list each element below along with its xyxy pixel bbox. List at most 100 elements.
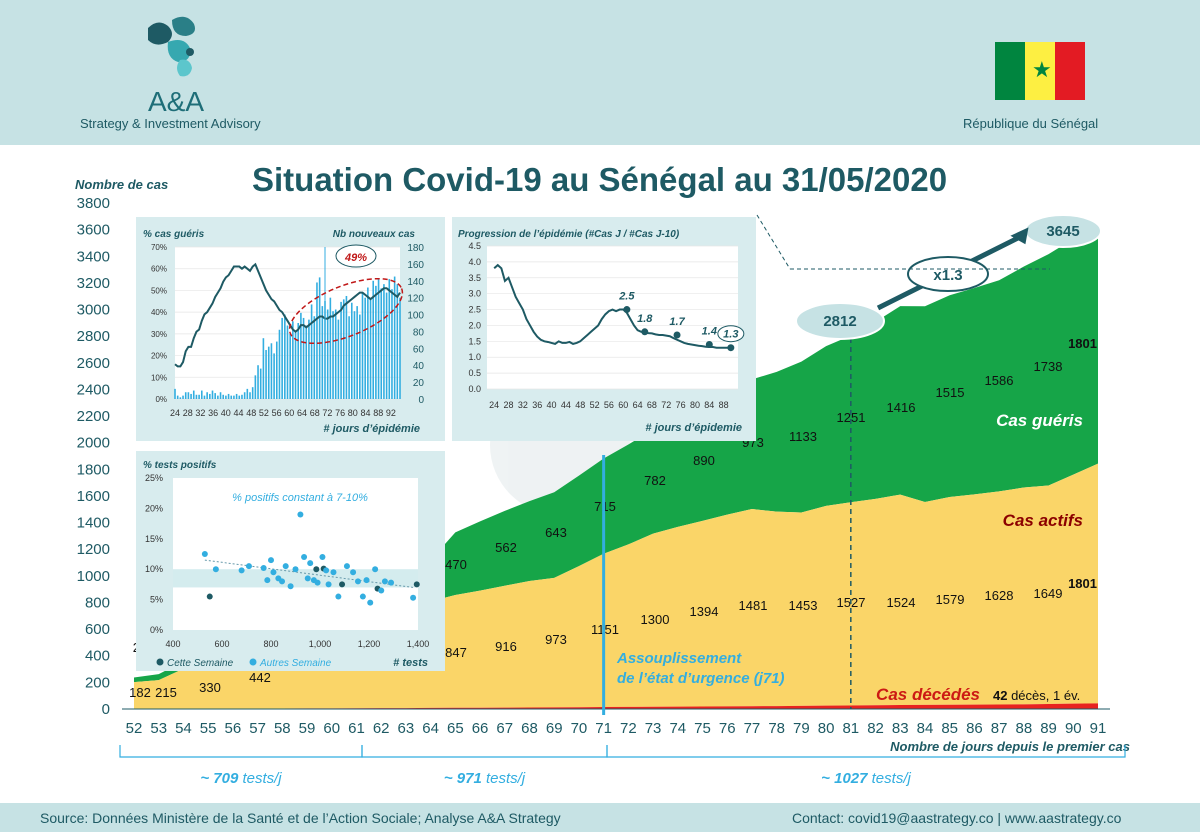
x-tick-label: 71	[595, 720, 612, 737]
data-label: 1586	[985, 373, 1014, 388]
inset1-y-right-tick: 60	[413, 344, 425, 355]
inset3-point-other-weeks	[354, 578, 361, 585]
x-axis-title: Nombre de jours depuis le premier cas	[890, 739, 1130, 754]
data-label: 1251	[837, 410, 866, 425]
inset1-bar	[243, 392, 246, 399]
inset1-bar	[192, 390, 195, 399]
inset3-legend-label-1: Cette Semaine	[167, 658, 234, 669]
inset2-x-tick: 44	[561, 400, 571, 410]
inset1-bar	[225, 395, 227, 399]
inset1-x-tick: 56	[272, 408, 282, 418]
y-tick-label: 1600	[77, 488, 110, 505]
total-day91: 3645	[1046, 223, 1079, 240]
inset2-point-label: 1.3	[723, 329, 738, 341]
inset1-bar	[321, 306, 324, 399]
x-tick-label: 74	[669, 720, 686, 737]
inset1-x-tick: 44	[233, 408, 243, 418]
data-label: 562	[495, 540, 517, 555]
inset3-title: % tests positifs	[143, 460, 217, 471]
inset2-point	[641, 328, 649, 336]
data-label: 1515	[936, 385, 965, 400]
inset1-y-left-tick: 70%	[151, 243, 167, 252]
test-rate-unit: tests/j	[482, 770, 526, 787]
inset1-bar	[222, 394, 225, 399]
inset3-point-other-weeks	[367, 599, 374, 606]
x-tick-label: 78	[768, 720, 785, 737]
x-tick-label: 81	[842, 720, 859, 737]
y-tick-label: 600	[85, 621, 110, 638]
inset1-bar	[206, 392, 208, 399]
x-tick-label: 63	[398, 720, 415, 737]
inset1-bar	[284, 314, 286, 399]
inset1-bar	[300, 312, 302, 399]
inset2-x-title: # jours d’épidemie	[645, 422, 742, 434]
inset1-bar	[308, 319, 310, 399]
inset2-x-tick: 64	[633, 400, 643, 410]
inset1-bar	[203, 395, 206, 399]
inset1-bar	[356, 306, 358, 399]
inset1-y-right-tick: 0	[418, 395, 424, 406]
y-axis-title: Nombre de cas	[75, 177, 168, 192]
republic-label: République du Sénégal	[963, 116, 1099, 131]
inset1-bar	[383, 284, 385, 399]
inset3-x-tick: 1,400	[407, 639, 430, 649]
star-icon: ★	[1032, 57, 1052, 82]
inset2-plot-area	[487, 246, 738, 389]
inset1-x-tick: 68	[310, 408, 320, 418]
inset2-x-tick: 36	[532, 400, 542, 410]
inset3-point-other-weeks	[363, 577, 370, 584]
test-rate-label: ~ 971 tests/j	[444, 770, 526, 787]
x-tick-label: 84	[917, 720, 934, 737]
inset1-bar	[353, 311, 356, 399]
x-tick-label: 53	[150, 720, 167, 737]
x-tick-label: 77	[744, 720, 761, 737]
y-tick-label: 200	[85, 674, 110, 691]
inset1-bar	[372, 280, 375, 399]
y-tick-label: 3200	[77, 275, 110, 292]
inset2-x-tick: 48	[575, 400, 585, 410]
inset1-bar	[238, 395, 241, 399]
inset1-x-tick: 24	[170, 408, 180, 418]
y-tick-label: 2600	[77, 355, 110, 372]
y-tick-label: 1400	[77, 515, 110, 532]
y-tick-label: 1800	[77, 461, 110, 478]
inset3-y-tick: 15%	[145, 534, 163, 544]
inset2-point	[705, 341, 713, 349]
inset1-annot-bubble	[335, 244, 377, 268]
y-tick-label: 3400	[77, 248, 110, 265]
inset2-y-tick: 1.0	[468, 352, 481, 362]
inset2-x-tick: 52	[590, 400, 600, 410]
inset1-y-left-tick: 30%	[151, 330, 167, 339]
data-label: 1300	[641, 612, 670, 627]
data-label: 1579	[936, 592, 965, 607]
y-tick-label: 3800	[77, 195, 110, 212]
growth-arrow-head	[1010, 227, 1029, 245]
deaths-note: 42 décès, 1 év.	[993, 688, 1080, 703]
x-tick-label: 52	[126, 720, 143, 737]
inset1-bar	[318, 277, 321, 399]
y-tick-label: 1000	[77, 568, 110, 585]
data-label: 330	[199, 680, 221, 695]
x-tick-label: 54	[175, 720, 192, 737]
deaths-note-text: décès, 1 év.	[1007, 688, 1080, 703]
data-label: 782	[644, 473, 666, 488]
inset1-x-tick: 92	[386, 408, 396, 418]
inset1-x-tick: 84	[360, 408, 370, 418]
page-title: Situation Covid-19 au Sénégal au 31/05/2…	[252, 161, 948, 198]
inset3-point-other-weeks	[323, 567, 330, 574]
data-label: 1394	[690, 604, 719, 619]
test-rate-value: ~ 709	[200, 770, 239, 787]
test-rate-value: ~ 971	[444, 770, 482, 787]
test-bracket	[606, 745, 1126, 758]
inset1-bar	[364, 297, 366, 399]
inset1-y-left-tick: 20%	[151, 352, 167, 361]
inset1-x-tick: 72	[322, 408, 332, 418]
inset3-x-tick: 600	[214, 639, 229, 649]
inset2-y-tick: 2.0	[468, 320, 481, 330]
inset1-bar	[361, 292, 364, 399]
data-label: 215	[155, 685, 177, 700]
x-tick-label: 70	[571, 720, 588, 737]
inset3-point-other-weeks	[325, 581, 332, 588]
flag-stripe-green	[995, 42, 1025, 100]
test-rate-label: ~ 709 tests/j	[200, 770, 282, 787]
